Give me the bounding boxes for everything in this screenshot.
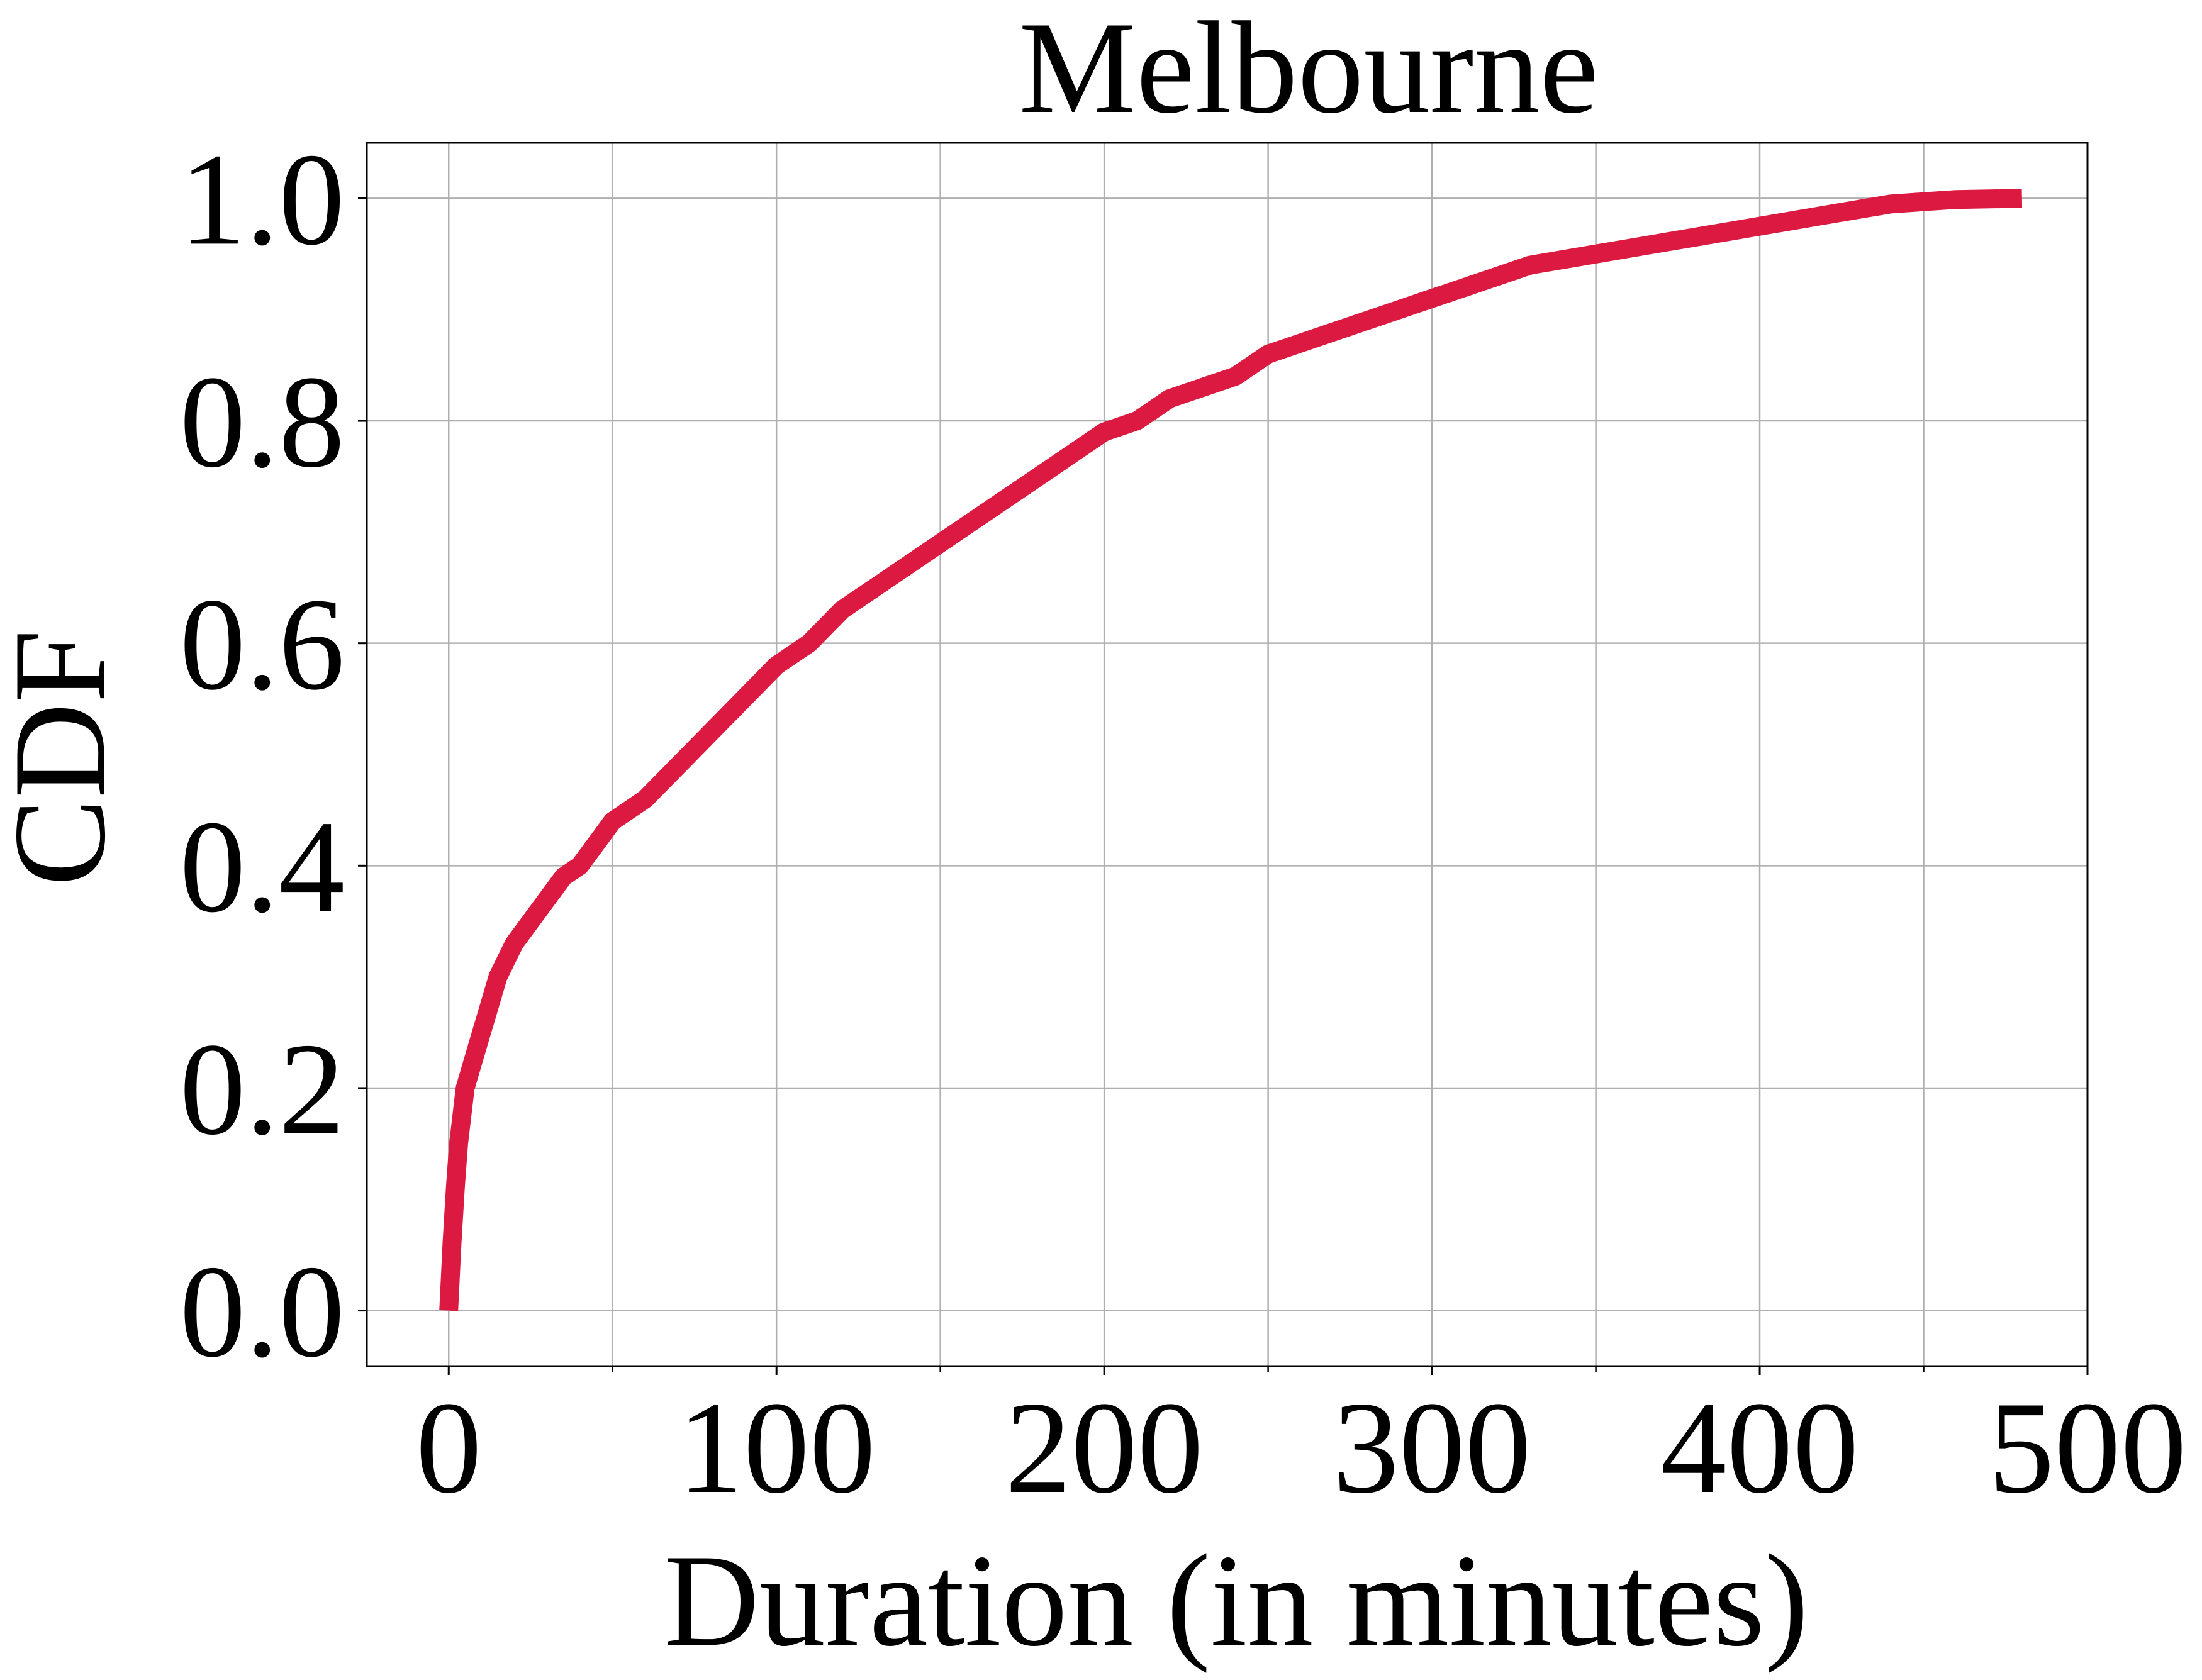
y-tick-label: 1.0 [180,126,345,272]
plot-area [439,189,2023,1311]
x-tick-label: 100 [678,1375,876,1521]
y-tick-label: 0.6 [180,572,345,718]
x-axis-label: Duration (in minutes) [664,1528,1809,1674]
x-tick-label: 500 [1989,1375,2187,1521]
y-tick-label: 0.0 [180,1239,345,1385]
y-tick-label: 0.4 [180,794,345,940]
axis-ticks: 0 100 200 300 400 500 0.0 0.2 0.4 0.6 0.8 1.0 [180,126,2187,1521]
y-axis-label: CDF [0,630,133,887]
x-tick-label: 0 [416,1375,482,1521]
axes-frame [366,142,2089,1367]
x-tick-label: 300 [1333,1375,1531,1521]
y-tick-label: 0.8 [180,349,345,495]
x-tick-label: 200 [1005,1375,1204,1521]
chart-title: Melbourne [1019,0,1598,141]
cdf-series-line [439,189,2023,1311]
x-tick-label: 400 [1661,1375,1859,1521]
grid-lines [367,143,2087,1366]
y-tick-label: 0.2 [180,1016,345,1162]
